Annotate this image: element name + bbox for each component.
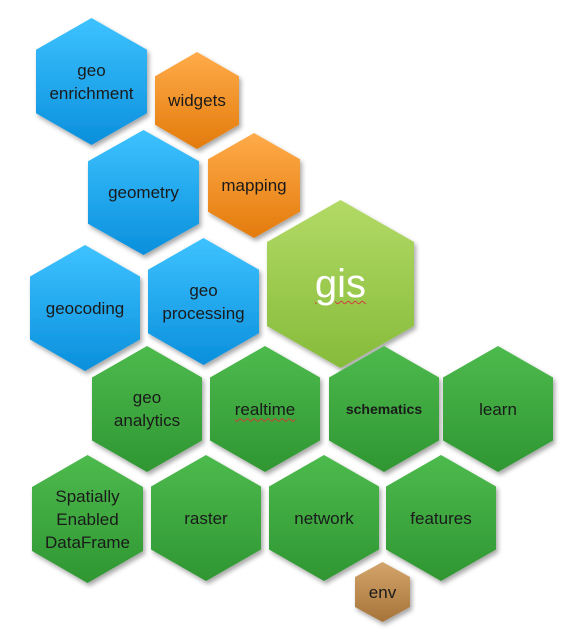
hex-label-mapping: mapping <box>221 176 287 195</box>
hex-shape <box>443 346 553 472</box>
hex-mapping: mapping <box>208 133 300 238</box>
hex-realtime: realtime <box>210 346 320 472</box>
hex-schematics: schematics <box>329 346 439 472</box>
hex-widgets: widgets <box>155 52 239 149</box>
hex-polygon-network <box>269 455 379 581</box>
hex-shape <box>36 18 147 145</box>
hex-label-geoprocessing: geo processing <box>162 280 245 323</box>
hex-geoenrichment: geo enrichment <box>36 18 147 145</box>
hex-label-spatially-enabled-dataframe: Spatially Enabled DataFrame <box>44 486 131 552</box>
hex-label-schematics: schematics <box>345 400 423 417</box>
hex-shape <box>386 455 496 581</box>
hex-shape <box>267 200 414 368</box>
hex-shape <box>92 346 202 472</box>
hex-geoanalytics: geo analytics <box>92 346 202 472</box>
hex-shape <box>32 455 143 583</box>
hex-geometry: geometry <box>88 130 199 255</box>
hex-polygon-realtime <box>210 346 320 472</box>
hex-shape <box>210 346 320 472</box>
hex-gis: gis <box>267 200 414 368</box>
hex-polygon-learn <box>443 346 553 472</box>
hex-spatially-enabled-dataframe: Spatially Enabled DataFrame <box>32 455 143 583</box>
hex-label-geometry: geometry <box>108 183 179 202</box>
hex-label-env: env <box>368 582 397 602</box>
hex-polygon-geoanalytics <box>92 346 202 472</box>
hex-label-gis: gis <box>314 262 367 306</box>
hex-label-features: features <box>410 508 472 528</box>
hex-label-geoanalytics: geo analytics <box>113 388 181 430</box>
hex-polygon-geoenrichment <box>36 18 147 145</box>
hex-polygon-schematics <box>329 346 439 472</box>
hex-shape <box>155 52 239 149</box>
hex-label-learn: learn <box>479 399 517 419</box>
hex-features: features <box>386 455 496 581</box>
hex-raster: raster <box>151 455 261 581</box>
hex-label-realtime: realtime <box>234 399 296 419</box>
hex-shape <box>151 455 261 581</box>
hex-shape <box>148 238 259 365</box>
hex-polygon-geometry <box>88 130 199 255</box>
hex-polygon-geoprocessing <box>148 238 259 365</box>
hex-polygon-env <box>355 562 410 622</box>
hex-env: env <box>355 562 410 622</box>
hex-label-geocoding: geocoding <box>45 298 125 318</box>
hex-network: network <box>269 455 379 581</box>
hex-polygon-features <box>386 455 496 581</box>
hex-label-raster: raster <box>184 508 228 528</box>
hex-shape <box>88 130 199 255</box>
hex-geocoding: geocoding <box>30 245 140 371</box>
hex-polygon-mapping <box>208 133 300 238</box>
hex-label-widgets: widgets <box>168 91 226 110</box>
hex-shape <box>269 455 379 581</box>
hex-polygon-raster <box>151 455 261 581</box>
hex-polygon-gis <box>267 200 414 368</box>
hex-label-geoenrichment: geo enrichment <box>49 60 134 103</box>
hex-polygon-sedf <box>32 455 143 583</box>
hex-shape <box>329 346 439 472</box>
hex-shape <box>208 133 300 238</box>
hex-learn: learn <box>443 346 553 472</box>
hex-polygon-widgets <box>155 52 239 149</box>
hex-label-network: network <box>294 508 354 528</box>
hex-shape <box>30 245 140 371</box>
hex-shape <box>355 562 410 622</box>
hex-geoprocessing: geo processing <box>148 238 259 365</box>
hex-polygon-geocoding <box>30 245 140 371</box>
